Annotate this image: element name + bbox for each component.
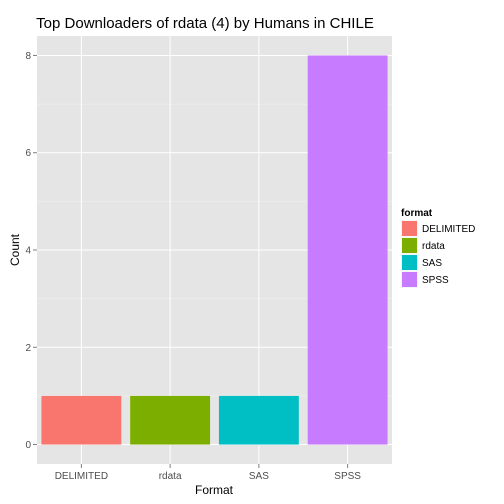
legend-label: rdata [422,241,445,252]
y-axis-title: Count [8,233,22,266]
x-axis-ticks: DELIMITED rdata SAS SPSS [55,464,361,482]
legend-swatch-spss [402,272,417,287]
y-tick-label: 8 [25,51,31,62]
y-tick-label: 6 [25,148,31,159]
legend-label: SPSS [422,275,449,286]
x-tick-label: SPSS [334,471,361,482]
x-axis-title: Format [195,483,234,497]
legend: format DELIMITED rdata SAS SPSS [400,208,475,289]
legend-swatch-sas [402,255,417,270]
x-tick-label: DELIMITED [55,471,108,482]
legend-title: format [401,208,433,219]
bar-delimited [41,395,122,445]
x-tick-label: SAS [249,471,269,482]
legend-swatch-delimited [402,221,417,236]
y-tick-label: 4 [25,246,31,257]
y-tick-label: 2 [25,343,31,354]
chart-title: Top Downloaders of rdata (4) by Humans i… [36,15,374,32]
legend-label: DELIMITED [422,224,475,235]
y-tick-label: 0 [25,440,31,451]
legend-swatch-rdata [402,238,417,253]
bar-rdata [130,395,211,445]
y-axis-ticks: 0 2 4 6 8 [25,51,37,451]
bar-spss [307,55,388,445]
legend-label: SAS [422,258,442,269]
bars [41,55,388,445]
x-tick-label: rdata [159,471,182,482]
bar-sas [218,395,299,445]
